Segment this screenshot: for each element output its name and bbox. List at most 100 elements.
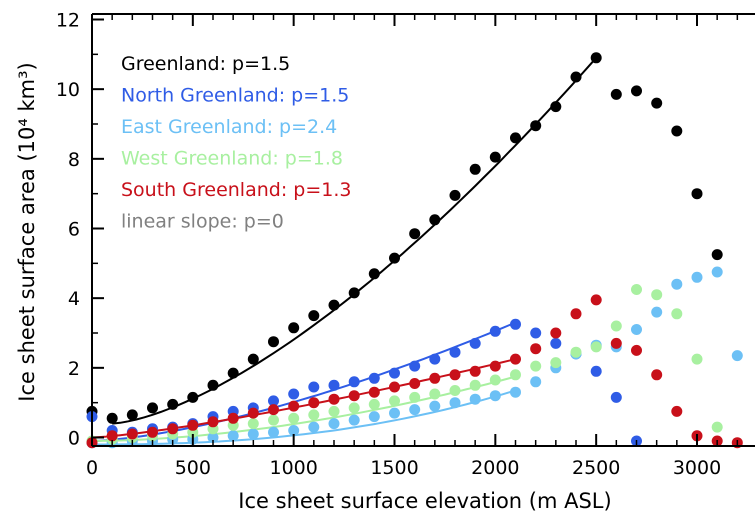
legend-entry: Greenland: p=1.5 (121, 53, 290, 75)
data-point (530, 327, 542, 339)
data-point (247, 407, 259, 419)
data-point (530, 376, 542, 388)
legend-entry: North Greenland: p=1.5 (121, 85, 349, 107)
data-point (227, 367, 239, 379)
data-point (308, 409, 320, 421)
data-point (409, 391, 421, 403)
data-point (550, 357, 562, 369)
data-point (247, 418, 259, 430)
data-point (268, 414, 279, 426)
data-point (449, 369, 461, 381)
x-tick-label: 2000 (471, 457, 519, 479)
y-tick-label: 12 (56, 10, 80, 32)
data-point (691, 271, 703, 283)
data-point (409, 360, 421, 372)
data-point (590, 365, 602, 377)
data-point (570, 346, 582, 358)
x-tick-label: 0 (86, 457, 98, 479)
data-point (247, 428, 259, 440)
data-point (247, 353, 259, 365)
fit-line (91, 321, 516, 442)
data-point (389, 381, 400, 393)
data-point (651, 97, 663, 109)
data-point (651, 306, 663, 318)
y-tick-label: 4 (68, 288, 80, 310)
data-point (429, 388, 441, 400)
fit-line (92, 389, 516, 446)
data-point (348, 402, 360, 414)
data-point (328, 379, 340, 391)
data-point (268, 404, 279, 416)
data-point (227, 412, 239, 424)
data-point (368, 398, 380, 410)
data-point (409, 378, 421, 389)
data-point (409, 404, 421, 416)
legend-entry: West Greenland: p=1.8 (121, 148, 343, 170)
data-point (711, 249, 723, 261)
data-point (368, 386, 380, 398)
fit-line (91, 375, 516, 442)
data-point (328, 393, 340, 405)
x-tick-label: 1500 (370, 457, 418, 479)
legend-entry: East Greenland: p=2.4 (121, 116, 337, 138)
data-point (590, 52, 602, 64)
data-point (187, 391, 199, 403)
data-point (610, 337, 622, 349)
data-point (308, 397, 320, 409)
data-point (510, 369, 521, 381)
data-point (570, 71, 582, 83)
x-tick-label: 3000 (673, 457, 721, 479)
data-point (711, 266, 723, 278)
data-point (147, 426, 158, 438)
data-point (328, 299, 340, 311)
data-points (86, 52, 743, 449)
data-point (368, 372, 380, 384)
data-point (207, 416, 219, 428)
data-point (510, 318, 521, 330)
data-point (268, 336, 279, 348)
data-point (711, 421, 723, 433)
data-point (489, 374, 501, 386)
y-tick-label: 10 (56, 79, 80, 101)
data-point (489, 151, 501, 163)
data-point (126, 428, 138, 440)
data-point (106, 430, 118, 442)
data-point (489, 360, 501, 372)
data-point (288, 425, 300, 436)
data-point (469, 393, 481, 405)
data-point (691, 188, 703, 200)
data-point (489, 325, 501, 337)
data-point (389, 367, 400, 379)
data-point (550, 337, 562, 349)
data-point (126, 409, 138, 421)
data-point (167, 423, 179, 435)
data-point (631, 85, 642, 97)
data-point (429, 400, 441, 412)
data-point (489, 390, 501, 402)
data-point (207, 379, 219, 391)
fit-line (91, 358, 516, 439)
data-point (631, 344, 642, 356)
data-point (328, 418, 340, 430)
y-tick-label: 0 (68, 428, 80, 450)
data-point (631, 324, 642, 335)
y-tick-label: 2 (68, 358, 80, 380)
data-point (469, 365, 481, 377)
data-point (510, 386, 521, 398)
data-point (651, 289, 663, 301)
data-point (651, 369, 663, 381)
data-point (409, 228, 421, 240)
data-point (348, 390, 360, 402)
data-point (671, 405, 683, 417)
data-point (368, 268, 380, 280)
x-axis-label: Ice sheet surface elevation (m ASL) (238, 489, 611, 513)
data-point (288, 388, 300, 400)
data-point (610, 391, 622, 403)
data-point (671, 125, 683, 137)
legend: Greenland: p=1.5 North Greenland: p=1.5 Ea… (121, 53, 351, 233)
data-point (590, 294, 602, 306)
data-point (610, 88, 622, 100)
data-point (308, 381, 320, 393)
data-point (429, 372, 441, 384)
